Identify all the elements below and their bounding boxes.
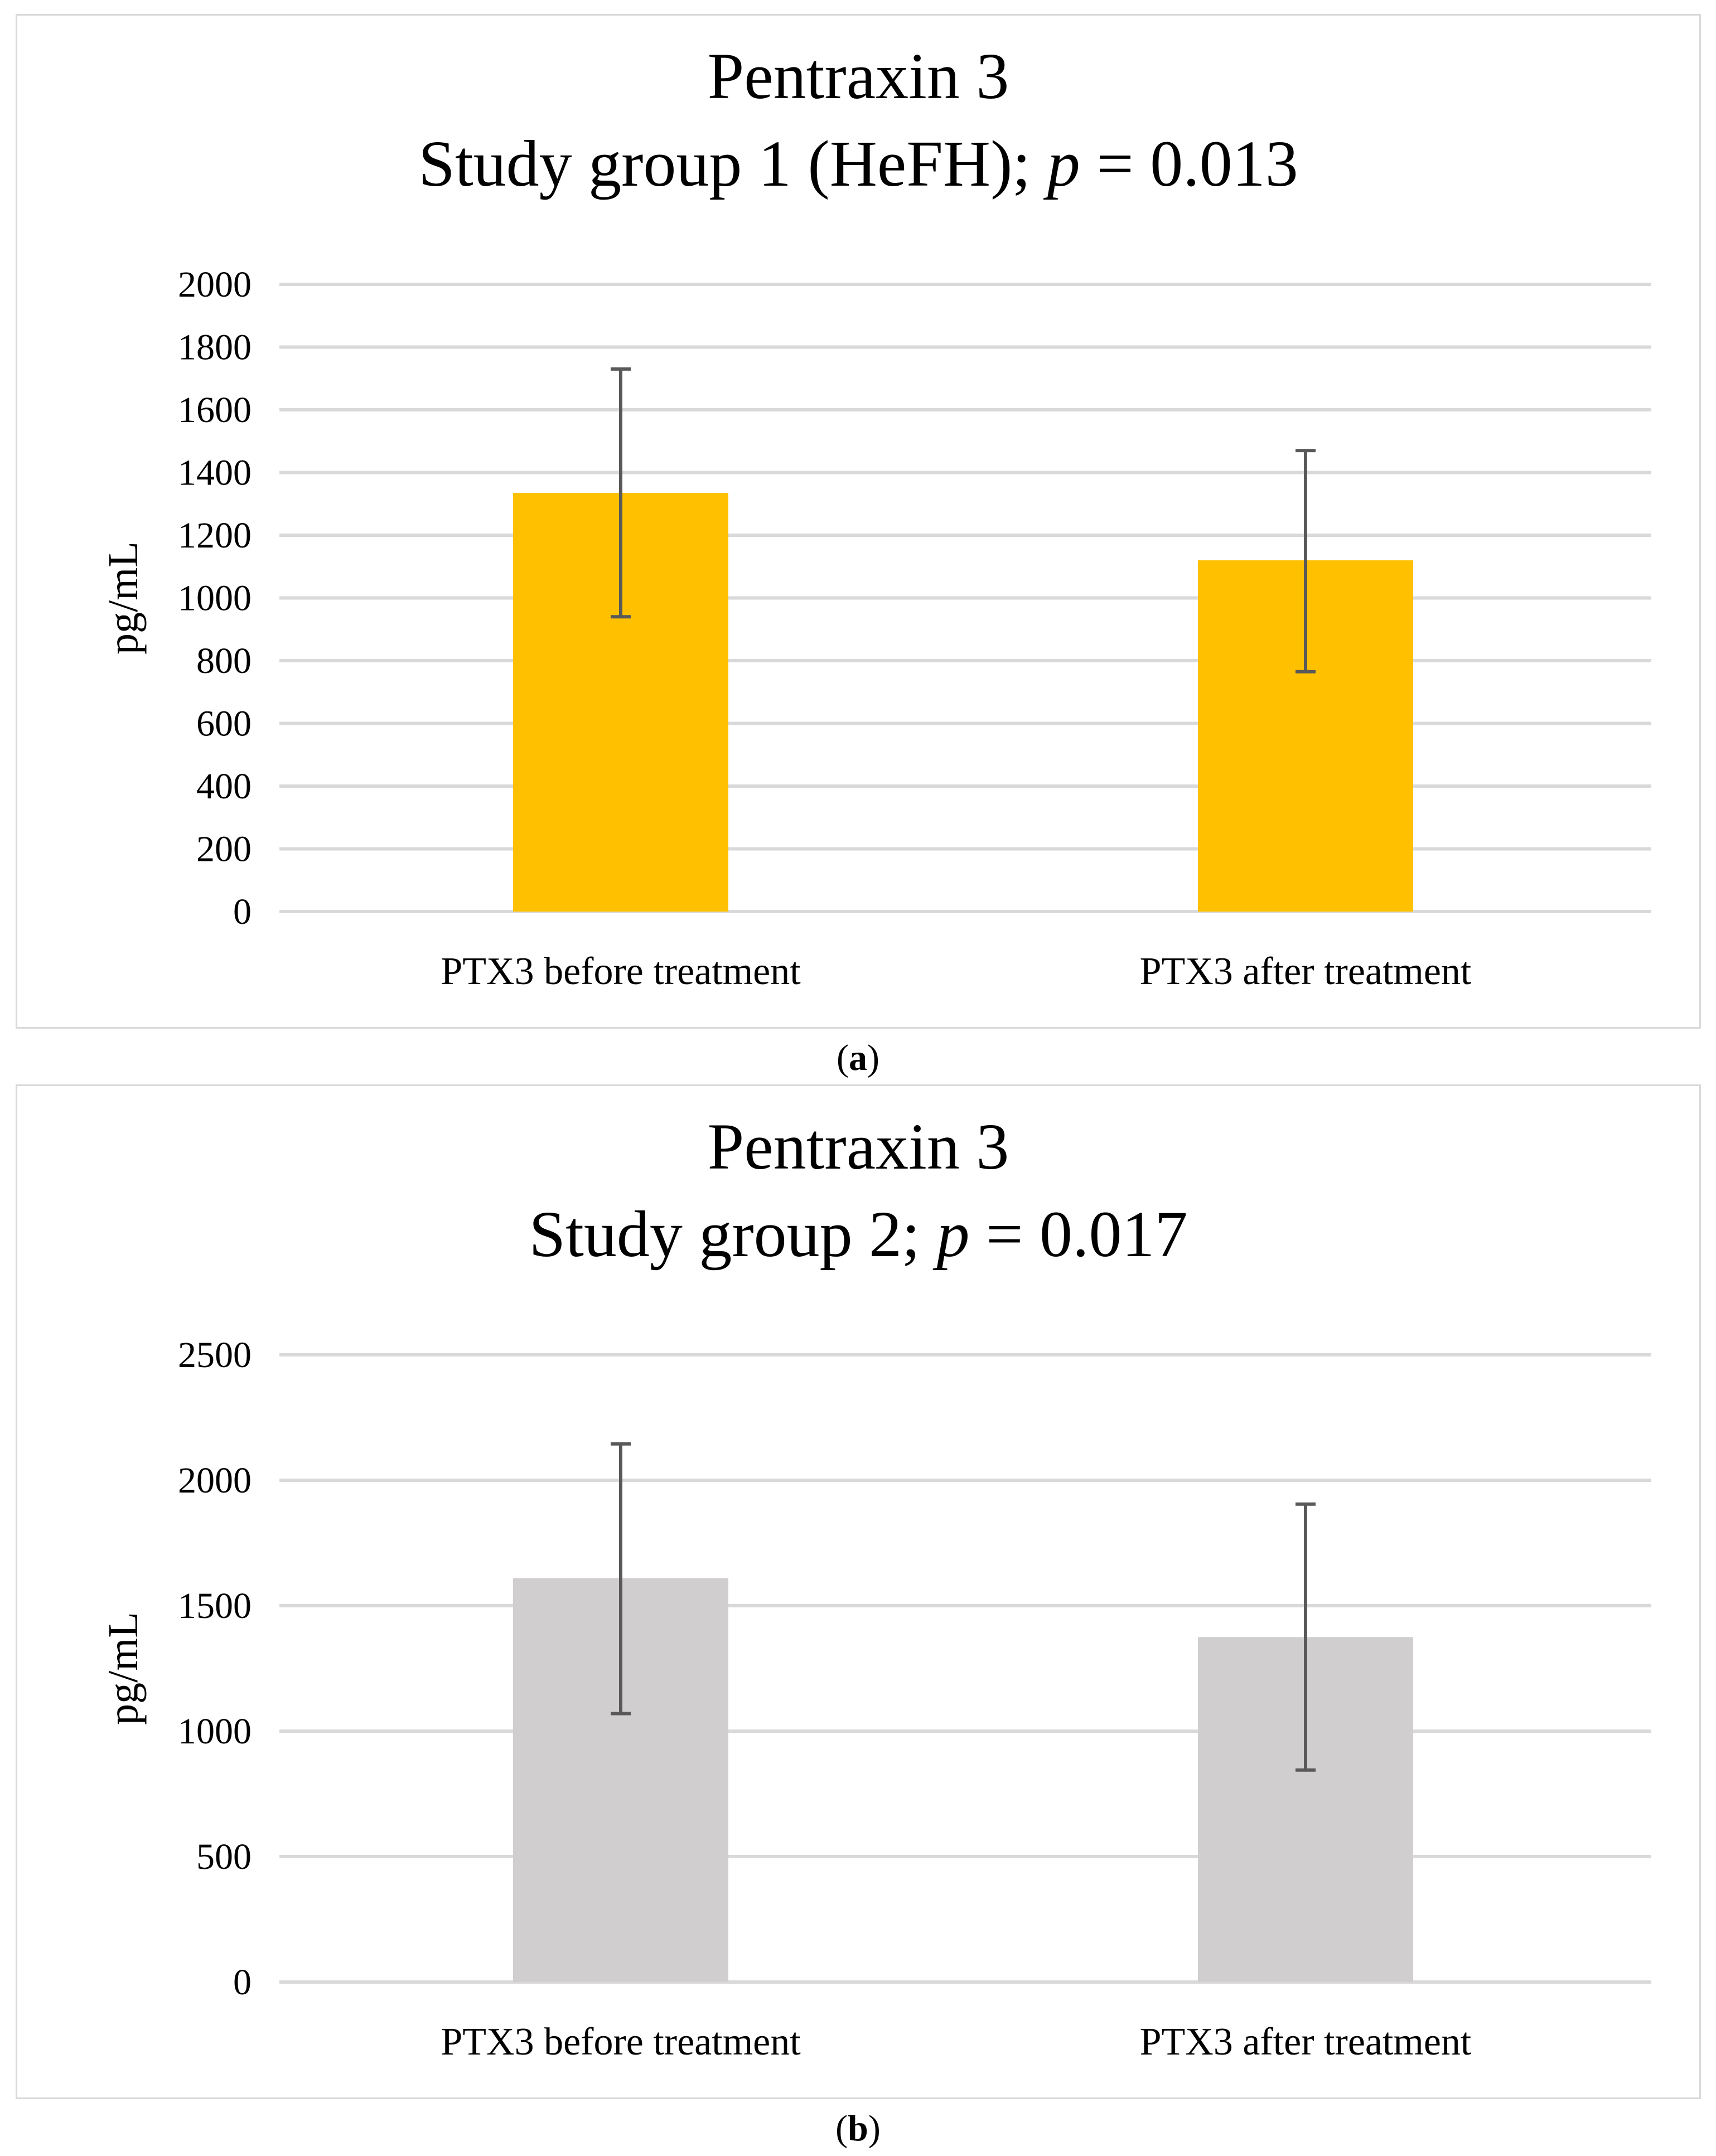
y-tick-label: 600 xyxy=(196,704,252,744)
chart-title-p: p xyxy=(1043,127,1080,200)
y-tick-label: 2000 xyxy=(178,264,252,305)
chart-title-pvalue: = 0.017 xyxy=(969,1198,1187,1271)
caption-a-letter: a xyxy=(849,1038,867,1078)
y-axis-label: pg/mL xyxy=(100,541,147,655)
caption-b: (b) xyxy=(835,2108,881,2149)
y-axis-label: pg/mL xyxy=(100,1612,147,1725)
y-tick-label: 0 xyxy=(233,1962,252,2003)
caption-a: (a) xyxy=(837,1038,879,1078)
x-category-label: PTX3 before treatment xyxy=(441,950,801,993)
chart-title-line1: Pentraxin 3 xyxy=(708,40,1009,113)
y-tick-label: 1500 xyxy=(178,1586,252,1626)
x-category-label: PTX3 before treatment xyxy=(441,2021,801,2063)
y-tick-label: 1000 xyxy=(178,1711,252,1752)
chart-a-svg: Pentraxin 3 Study group 1 (HeFH); p = 0.0… xyxy=(100,40,1651,993)
chart-b-svg: Pentraxin 3 Study group 2; p = 0.017 0 500 1… xyxy=(100,1110,1651,2063)
chart-title-pvalue: = 0.013 xyxy=(1080,127,1298,200)
y-tick-label: 1600 xyxy=(178,390,252,430)
chart-title-line2: Study group 1 (HeFH); p = 0.013 xyxy=(418,127,1298,200)
y-tick-label: 1400 xyxy=(178,453,252,493)
chart-panel-a: Pentraxin 3 Study group 1 (HeFH); p = 0.0… xyxy=(16,14,1701,1029)
y-tick-label: 0 xyxy=(233,892,252,932)
chart-title-group: Study group 1 (HeFH); xyxy=(418,127,1047,200)
y-tick-label: 400 xyxy=(196,766,252,807)
x-category-label: PTX3 after treatment xyxy=(1140,2021,1472,2063)
chart-title-group: Study group 2; xyxy=(529,1198,936,1271)
chart-title-line1: Pentraxin 3 xyxy=(708,1110,1009,1183)
caption-b-letter: b xyxy=(848,2108,868,2149)
y-tick-label: 1200 xyxy=(178,515,252,556)
chart-panel-b: Pentraxin 3 Study group 2; p = 0.017 0 500 1… xyxy=(16,1084,1701,2099)
x-category-label: PTX3 after treatment xyxy=(1140,950,1472,993)
y-tick-label: 800 xyxy=(196,641,252,681)
y-tick-label: 1800 xyxy=(178,327,252,368)
chart-title-p: p xyxy=(932,1198,969,1271)
y-tick-label: 1000 xyxy=(178,578,252,619)
y-tick-label: 2000 xyxy=(178,1460,252,1501)
chart-title-line2: Study group 2; p = 0.017 xyxy=(529,1198,1187,1271)
y-tick-label: 500 xyxy=(196,1837,252,1877)
y-tick-label: 200 xyxy=(196,829,252,870)
y-tick-label: 2500 xyxy=(178,1335,252,1375)
